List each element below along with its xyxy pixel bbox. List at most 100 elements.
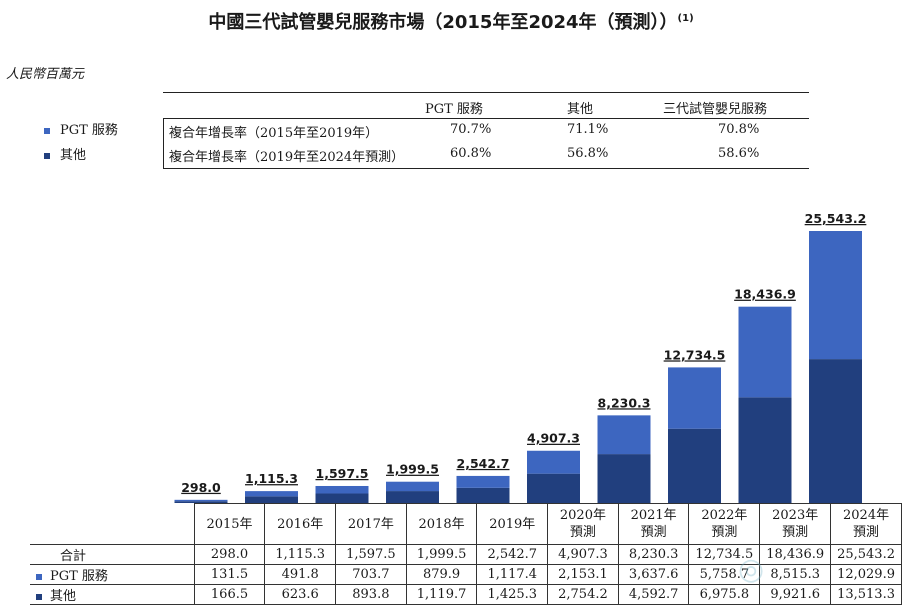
bar-pgt: [174, 499, 228, 502]
table-cell: 131.5: [193, 564, 266, 585]
bar-pgt: [527, 450, 580, 474]
total-label: 1,597.5: [316, 466, 369, 481]
legend-item-pgt: PGT 服務: [44, 119, 118, 138]
cagr-value: 58.6%: [718, 146, 760, 161]
cagr-col-other: 其他: [567, 102, 594, 117]
bar-pgt: [597, 415, 651, 455]
cagr-left-rule: [163, 118, 164, 168]
table-cell: 12,029.9: [830, 564, 902, 585]
year-header: 2017年: [335, 503, 407, 545]
bar-other: [738, 397, 792, 503]
cagr-row-label: 複合年增長率（2015年至2019年）: [169, 126, 379, 141]
bar-other: [456, 487, 510, 503]
bar-other: [597, 454, 651, 503]
bar-pgt: [456, 475, 510, 488]
table-cell: 1,425.3: [476, 584, 549, 605]
table-cell: 6,975.8: [688, 584, 761, 605]
row-label-total: 合計: [30, 544, 195, 565]
table-cell: 13,513.3: [830, 584, 902, 605]
cagr-value: 60.8%: [450, 146, 492, 161]
year-header: 2018年: [405, 503, 478, 545]
cagr-col-pgt: PGT 服務: [425, 102, 483, 117]
cagr-value: 71.1%: [567, 122, 609, 137]
table-cell: 623.6: [264, 584, 337, 605]
table-cell: 3,637.6: [617, 564, 690, 585]
table-row: 其他 166.5 623.6 893.8 1,119.7 1,425.3 2,754.2 4…: [30, 584, 902, 605]
legend-swatch-pgt: [44, 127, 50, 134]
cagr-value: 70.8%: [718, 122, 760, 137]
cagr-value: 70.7%: [450, 122, 492, 137]
total-label: 1,999.5: [386, 462, 439, 477]
total-label: 2,542.7: [457, 456, 510, 471]
legend-label: PGT 服務: [60, 123, 118, 138]
table-cell: 491.8: [264, 564, 337, 585]
bar-other: [527, 473, 580, 503]
table-cell: 5,758.7: [688, 564, 761, 585]
bar-other: [809, 359, 862, 503]
row-label-text: PGT 服務: [50, 569, 108, 584]
total-label: 8,230.3: [598, 395, 651, 410]
table-cell: 18,436.9: [759, 544, 832, 565]
year-header: 2024年 預測: [830, 503, 902, 545]
table-cell: 703.7: [335, 564, 407, 585]
table-cell: 8,230.3: [617, 544, 690, 565]
bar-other: [668, 428, 721, 503]
table-cell: 4,907.3: [547, 544, 619, 565]
table-row: 合計 298.0 1,115.3 1,597.5 1,999.5 2,542.7 4,90…: [30, 544, 902, 565]
table-cell: 8,515.3: [759, 564, 832, 585]
year-header: 2016年: [264, 503, 337, 545]
cagr-row: 複合年增長率（2015年至2019年） 70.7% 71.1% 70.8%: [163, 119, 809, 141]
table-cell: 1,119.7: [405, 584, 478, 605]
total-label: 1,115.3: [245, 471, 298, 486]
year-header: 2020年 預測: [547, 503, 619, 545]
legend-swatch-other: [44, 152, 50, 159]
year-header: 2022年 預測: [688, 503, 761, 545]
table-row: PGT 服務 131.5 491.8 703.7 879.9 1,117.4 2,153.…: [30, 564, 902, 585]
table-cell: 12,734.5: [688, 544, 761, 565]
year-header: 2021年 預測: [617, 503, 690, 545]
table-cell: 2,153.1: [547, 564, 619, 585]
cagr-top-rule: [163, 92, 809, 93]
cagr-bottom-rule: [163, 168, 809, 169]
row-swatch-pgt: [36, 573, 42, 580]
table-cell: 893.8: [335, 584, 407, 605]
bar-pgt: [386, 481, 439, 492]
table-cell: 1,115.3: [264, 544, 337, 565]
table-cell: 1,117.4: [476, 564, 549, 585]
bar-pgt: [245, 491, 298, 497]
year-header: 2023年 預測: [759, 503, 832, 545]
table-cell: 298.0: [193, 544, 266, 565]
table-cell: 1,999.5: [405, 544, 478, 565]
row-label-pgt: PGT 服務: [30, 564, 195, 585]
title-footnote-marker: (1): [677, 13, 694, 24]
cagr-row-label: 複合年增長率（2019年至2024年預測）: [169, 150, 405, 165]
row-label-other: 其他: [30, 584, 195, 605]
bar-other: [386, 491, 439, 503]
cagr-value: 56.8%: [567, 146, 609, 161]
total-label: 25,543.2: [805, 211, 867, 226]
total-label: 12,734.5: [664, 347, 726, 362]
total-label: 4,907.3: [527, 431, 580, 446]
data-table: 2015年 2016年 2017年 2018年 2019年 2020年 預測 2021年 預測 2…: [30, 503, 902, 605]
row-swatch-other: [36, 593, 42, 600]
table-cell: 1,597.5: [335, 544, 407, 565]
chart-title-text: 中國三代試管嬰兒服務市場（2015年至2024年（預測））: [208, 12, 678, 33]
cagr-row: 複合年增長率（2019年至2024年預測） 60.8% 56.8% 58.6%: [163, 143, 809, 165]
cagr-col-total: 三代試管嬰兒服務: [663, 102, 768, 117]
table-cell: 879.9: [405, 564, 478, 585]
table-cell: 25,543.2: [830, 544, 902, 565]
bar-pgt: [809, 231, 862, 360]
total-label: 298.0: [181, 480, 221, 495]
table-cell: 4,592.7: [617, 584, 690, 605]
data-table-corner: [30, 504, 194, 545]
bar-other: [315, 493, 369, 503]
bar-pgt: [315, 485, 369, 494]
table-cell: 2,754.2: [547, 584, 619, 605]
total-label: 18,436.9: [734, 287, 796, 302]
table-cell: 9,921.6: [759, 584, 832, 605]
year-header: 2015年: [193, 503, 266, 545]
bar-pgt: [668, 367, 721, 429]
bar-other: [174, 501, 228, 503]
table-cell: 166.5: [193, 584, 266, 605]
